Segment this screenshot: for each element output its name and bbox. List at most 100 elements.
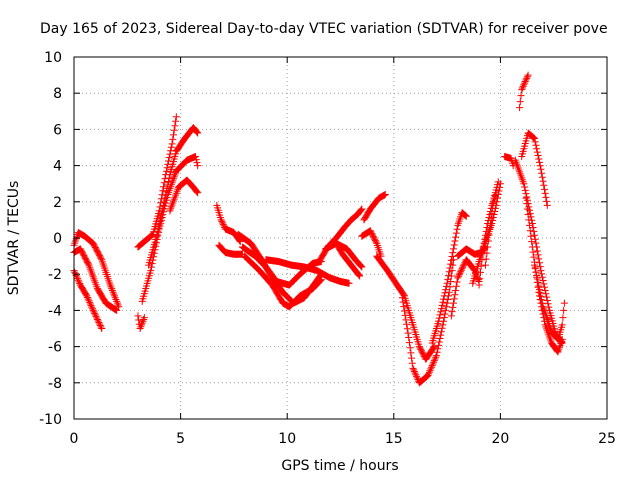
data-point [443,299,451,307]
data-point [442,306,450,314]
data-point [156,203,164,211]
data-point [159,211,167,219]
data-point [136,325,144,332]
series-arc-1 [70,229,123,311]
series-arc-29 [516,71,532,112]
data-point [523,205,531,213]
data-point [85,297,93,305]
series-arc-27 [469,180,504,287]
data-point [537,267,545,275]
data-point [172,113,180,121]
series-arc-15 [315,205,366,266]
data-point [455,271,463,279]
data-point [152,242,160,250]
data-point [452,233,460,241]
data-point [445,272,453,280]
data-points [70,71,568,387]
data-point [192,153,200,161]
data-point [436,311,444,319]
data-point [356,272,364,280]
data-point [165,177,173,185]
data-point [534,251,542,259]
data-point [413,374,421,382]
data-point [538,173,546,181]
data-point [441,289,449,297]
data-point [521,79,529,87]
data-point [535,158,543,166]
series-arc-28 [501,153,517,170]
data-point [405,334,413,342]
series-arc-21 [398,256,457,387]
data-point [461,211,469,219]
data-point [535,155,543,163]
data-point [194,189,202,197]
data-point [538,169,546,177]
data-point [165,154,173,162]
data-point [444,275,452,283]
data-point [446,264,454,272]
data-point [140,315,148,323]
data-point [496,183,504,191]
data-point [218,217,226,225]
data-point [454,274,462,282]
data-point [435,317,443,325]
data-point [134,312,142,320]
data-point [495,187,503,195]
data-point [107,283,115,291]
series-arc-14 [262,256,353,287]
y-tick-label: -10 [39,412,62,428]
data-point [148,260,156,268]
data-point [113,306,121,314]
data-point [528,238,536,246]
data-point [317,276,325,284]
data-point [535,285,543,293]
data-point [442,303,450,311]
data-point [153,235,161,243]
data-point [449,249,457,257]
data-point [219,220,227,228]
data-point [404,329,412,337]
data-point [112,296,120,304]
data-point [477,268,485,276]
data-point [398,294,406,302]
y-tick-label: 4 [53,159,62,175]
x-axis-label: GPS time / hours [281,458,398,474]
data-point [74,276,82,284]
data-point [536,162,544,170]
data-point [93,315,101,323]
data-point [427,365,435,373]
data-point [490,210,498,218]
data-point [169,131,177,139]
data-point [158,213,166,221]
data-point [160,208,168,216]
data-point [459,263,467,271]
data-point [89,306,97,314]
data-point [138,321,146,329]
data-point [86,300,94,308]
data-point [409,364,417,372]
data-point [522,76,530,84]
data-point [457,266,465,274]
data-point [453,225,461,233]
chart-title: Day 165 of 2023, Sidereal Day-to-day VTE… [40,21,608,37]
data-point [531,231,539,239]
data-point [559,314,567,322]
data-point [537,165,545,173]
data-point [447,260,455,268]
data-point [458,265,466,273]
data-point [168,140,176,148]
data-point [170,126,178,134]
data-point [451,237,459,245]
data-point [424,372,432,380]
data-point [448,308,456,316]
data-point [138,319,146,327]
data-point [426,367,434,375]
data-point [543,296,551,304]
data-point [357,206,365,214]
data-point [156,222,164,230]
data-point [219,219,227,227]
data-point [533,272,541,280]
data-point [98,325,106,332]
data-point [427,363,435,371]
data-point [538,270,546,278]
